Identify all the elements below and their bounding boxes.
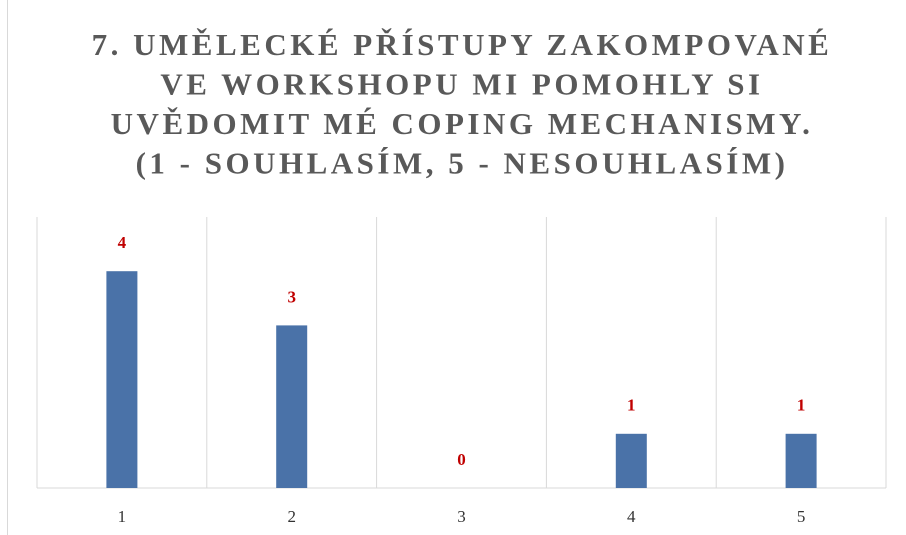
x-tick-label: 4 xyxy=(627,507,636,526)
bar xyxy=(276,325,308,488)
x-tick-label: 1 xyxy=(118,507,127,526)
data-label: 1 xyxy=(797,396,806,415)
bar xyxy=(615,433,647,488)
chart-title: VE WORKSHOPU MI POMOHLY SI xyxy=(160,67,763,102)
x-tick-label: 5 xyxy=(797,507,806,526)
bar xyxy=(785,433,817,488)
data-label: 0 xyxy=(457,450,466,469)
data-label: 4 xyxy=(118,233,127,252)
data-label: 3 xyxy=(287,287,296,306)
x-tick-label: 2 xyxy=(287,507,296,526)
bar xyxy=(106,271,138,488)
chart-title: UVĚDOMIT MÉ COPING MECHANISMY. xyxy=(111,106,814,141)
x-tick-label: 3 xyxy=(457,507,466,526)
chart-title: 7. UMĚLECKÉ PŘÍSTUPY ZAKOMPOVANÉ xyxy=(92,27,833,62)
chart-border xyxy=(7,0,8,535)
data-label: 1 xyxy=(627,396,636,415)
chart-title: (1 - SOUHLASÍM, 5 - NESOUHLASÍM) xyxy=(136,146,789,181)
